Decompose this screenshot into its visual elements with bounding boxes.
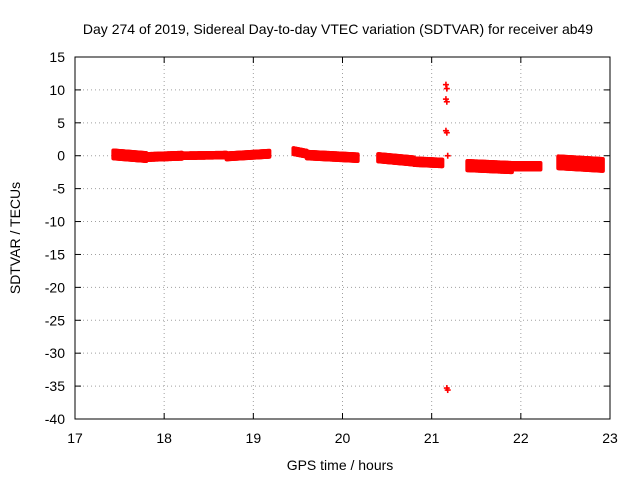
data-point [443,98,450,105]
data-point [444,152,451,159]
chart-title: Day 274 of 2019, Sidereal Day-to-day VTE… [83,21,593,37]
x-tick-label: 23 [602,430,618,446]
y-tick-label: -15 [45,246,65,262]
y-tick-label: 15 [49,49,65,65]
data-points [111,81,605,394]
y-tick-label: -30 [45,345,65,361]
y-tick-label: -40 [45,411,65,427]
y-tick-label: 10 [49,82,65,98]
data-segment [411,156,445,169]
data-segment [144,150,184,163]
data-point [444,387,451,394]
x-axis-label: GPS time / hours [287,457,394,473]
grid-lines [75,57,610,419]
data-segment [465,158,514,175]
y-tick-label: 5 [57,115,65,131]
data-segment [304,149,360,163]
data-segment [291,146,309,159]
axis-ticks: 17 18 19 20 21 22 23 15 10 5 0 -5 -10 -15 -20 -25 -30 -35… [45,49,618,446]
x-tick-label: 17 [67,430,83,446]
data-point [443,129,450,136]
x-tick-label: 19 [246,430,262,446]
y-tick-label: 0 [57,148,65,164]
data-segment [180,150,229,161]
data-point [442,81,449,88]
data-segment [224,148,272,162]
y-tick-label: -25 [45,312,65,328]
data-segment [556,154,605,173]
y-tick-label: -35 [45,378,65,394]
y-tick-label: -20 [45,279,65,295]
data-point [443,85,450,92]
data-segment [111,148,149,163]
y-tick-label: -5 [53,181,66,197]
plot-frame [74,56,611,420]
x-tick-label: 20 [335,430,351,446]
x-tick-label: 18 [156,430,172,446]
y-tick-label: -10 [45,214,65,230]
x-tick-label: 21 [424,430,440,446]
data-segment [509,160,543,172]
data-segment [376,152,416,167]
y-axis-label: SDTVAR / TECUs [7,182,23,294]
x-tick-label: 22 [513,430,529,446]
